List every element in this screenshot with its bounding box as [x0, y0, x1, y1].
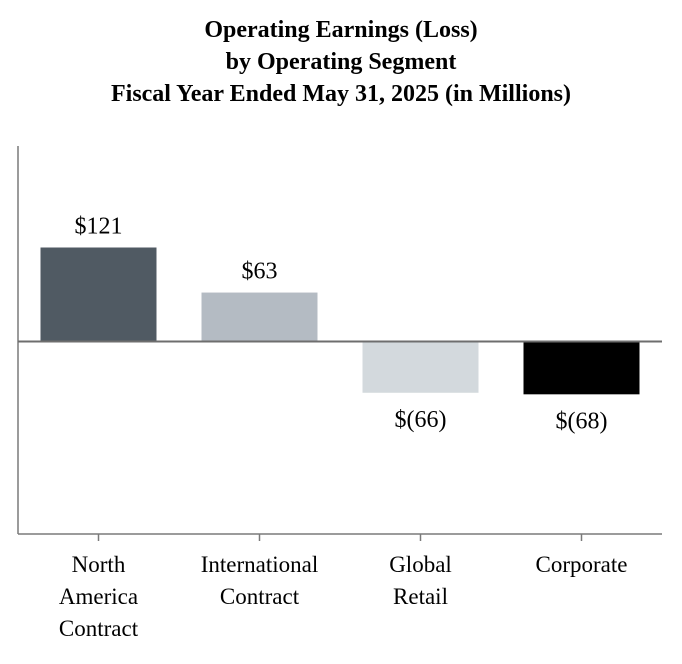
bar-2: [362, 341, 479, 393]
data-label-2: $(66): [395, 407, 447, 433]
data-labels-group: $121 $63 $(66) $(68): [75, 214, 608, 435]
chart-title-line-2: by Operating Segment: [225, 49, 457, 75]
chart-title: Operating Earnings (Loss) by Operating S…: [0, 14, 682, 110]
chart-title-line-1: Operating Earnings (Loss): [204, 17, 478, 43]
category-labels-group: North America Contract International Contrac…: [59, 552, 628, 641]
category-label-3: Corporate: [536, 552, 628, 577]
x-ticks-group: [97, 534, 583, 541]
bar-3: [523, 341, 640, 395]
chart-title-line-3: Fiscal Year Ended May 31, 2025 (in Milli…: [110, 81, 571, 107]
category-label-2: Global Retail: [389, 552, 452, 609]
data-label-3: $(68): [556, 408, 608, 434]
category-label-0: North America Contract: [59, 552, 139, 641]
data-label-0: $121: [75, 214, 123, 240]
bar-1: [201, 292, 318, 342]
bars-group: [40, 247, 640, 395]
category-label-1: International Contract: [201, 552, 319, 609]
bar-0: [40, 247, 157, 342]
data-label-1: $63: [242, 259, 278, 285]
